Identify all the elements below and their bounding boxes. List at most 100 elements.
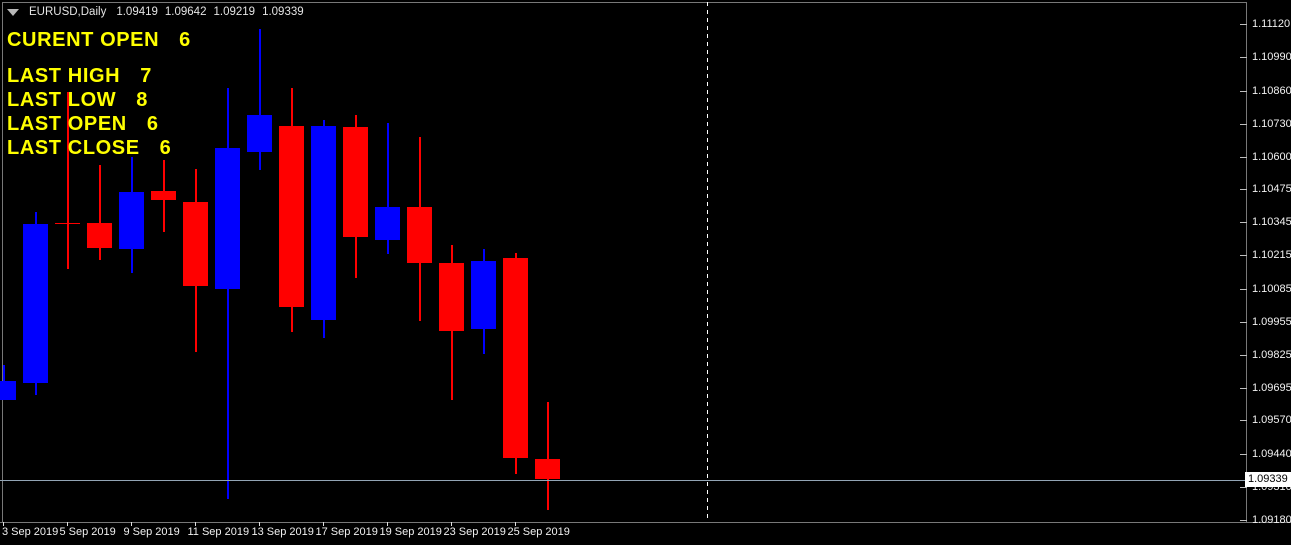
candle-wick [98, 164, 101, 261]
price-axis-label: 1.10600 [1252, 150, 1291, 163]
date-axis-label: 13 Sep 2019 [251, 526, 314, 538]
date-tick-mark [451, 522, 452, 526]
date-tick-mark [323, 522, 324, 526]
plot-border-top [2, 2, 1246, 3]
indicator-overlay-line: LAST HIGH 7 [7, 65, 152, 88]
price-tick-mark [1240, 420, 1247, 422]
date-tick-mark [3, 522, 4, 526]
plot-area[interactable] [0, 0, 1246, 522]
current-price-box: 1.09339 [1245, 472, 1291, 487]
price-tick-mark [1240, 123, 1247, 125]
date-axis-label: 5 Sep 2019 [59, 526, 116, 538]
candle-wick [546, 402, 549, 511]
price-tick-mark [1240, 486, 1247, 488]
indicator-overlay-line: LAST LOW 8 [7, 89, 148, 112]
candle-body [55, 222, 80, 225]
price-tick-mark [1240, 288, 1247, 290]
candle-body [279, 126, 304, 308]
candle-body [23, 224, 48, 384]
candle-body [407, 206, 432, 263]
candle-body [151, 191, 176, 200]
price-axis-label: 1.10085 [1252, 282, 1291, 295]
candle-wick [66, 92, 69, 269]
candle-wick [258, 28, 261, 171]
price-axis-label: 1.11120 [1252, 18, 1291, 30]
indicator-overlay-value: 6 [159, 137, 172, 159]
date-tick-mark [67, 522, 68, 526]
price-tick-mark [1240, 90, 1247, 92]
quote-close: 1.09339 [262, 6, 304, 18]
candle-wick [226, 87, 229, 500]
candle-wick [386, 122, 389, 254]
candle-body [215, 148, 240, 289]
chart-collapse-triangle-icon[interactable] [7, 8, 19, 16]
symbol-timeframe-label: EURUSD,Daily [29, 6, 107, 18]
price-axis-label: 1.09955 [1252, 315, 1291, 328]
current-price-line [0, 480, 1246, 481]
price-axis-label: 1.09180 [1252, 514, 1291, 527]
price-axis-label: 1.10475 [1252, 182, 1291, 195]
date-axis-label: 9 Sep 2019 [123, 526, 180, 538]
price-tick-mark [1240, 388, 1247, 390]
date-tick-mark [131, 522, 132, 526]
plot-border-left [2, 2, 3, 522]
candle-body [535, 459, 560, 480]
price-axis-label: 1.10215 [1252, 249, 1291, 262]
price-axis-label: 1.09440 [1252, 447, 1291, 460]
price-axis-separator [1246, 2, 1247, 522]
period-separator-dashed-line [706, 2, 709, 521]
indicator-overlay-label: LAST HIGH [7, 65, 121, 87]
price-axis-label: 1.10345 [1252, 216, 1291, 229]
indicator-overlay-value: 7 [140, 65, 152, 87]
date-axis-label: 25 Sep 2019 [507, 526, 570, 538]
quote-low: 1.09219 [213, 6, 256, 18]
price-tick-mark [1240, 222, 1247, 224]
indicator-overlay-line: CURENT OPEN 6 [7, 29, 191, 52]
candle-body [247, 115, 272, 152]
quote-high: 1.09642 [164, 6, 207, 18]
price-axis-label: 1.09570 [1252, 414, 1291, 427]
indicator-overlay-value: 6 [179, 29, 191, 51]
price-tick-mark [1240, 255, 1247, 257]
price-tick-mark [1240, 188, 1247, 190]
date-axis-label: 11 Sep 2019 [187, 526, 250, 538]
price-tick-mark [1240, 156, 1247, 158]
candle-body [0, 381, 16, 400]
candle-body [375, 206, 400, 240]
price-axis-label: 1.10990 [1252, 51, 1291, 64]
candle-body [183, 202, 208, 286]
date-axis-label: 17 Sep 2019 [315, 526, 378, 538]
candle-body [87, 222, 112, 249]
indicator-overlay-value: 6 [146, 113, 159, 135]
price-axis-label: 1.10860 [1252, 84, 1291, 97]
indicator-overlay-label: LAST LOW [7, 89, 117, 111]
quote-open: 1.09419 [116, 6, 158, 18]
candle-body [343, 127, 368, 238]
date-tick-mark [259, 522, 260, 526]
indicator-overlay-label: CURENT OPEN [7, 29, 160, 51]
indicator-overlay-line: LAST CLOSE 6 [7, 137, 171, 160]
candle-body [439, 262, 464, 331]
price-axis-label: 1.09825 [1252, 349, 1291, 362]
date-axis-label: 19 Sep 2019 [379, 526, 442, 538]
price-tick-mark [1240, 24, 1247, 25]
candle-body [503, 258, 528, 458]
candle-body [311, 126, 336, 321]
indicator-overlay-line: LAST OPEN 6 [7, 113, 159, 136]
candle-body [471, 261, 496, 329]
price-tick-mark [1240, 453, 1247, 455]
date-axis-label: 23 Sep 2019 [443, 526, 506, 538]
date-tick-mark [195, 522, 196, 526]
price-tick-mark [1240, 520, 1247, 522]
indicator-overlay-label: LAST CLOSE [7, 137, 140, 159]
price-axis-label: 1.10730 [1252, 117, 1291, 130]
indicator-overlay-value: 8 [136, 89, 148, 111]
candle-body [119, 192, 144, 250]
date-axis-label: 3 Sep 2019 [2, 526, 59, 538]
date-tick-mark [515, 522, 516, 526]
indicator-overlay-label: LAST OPEN [7, 113, 127, 135]
price-tick-mark [1240, 321, 1247, 323]
time-axis-separator [0, 522, 1291, 523]
price-tick-mark [1240, 57, 1247, 59]
